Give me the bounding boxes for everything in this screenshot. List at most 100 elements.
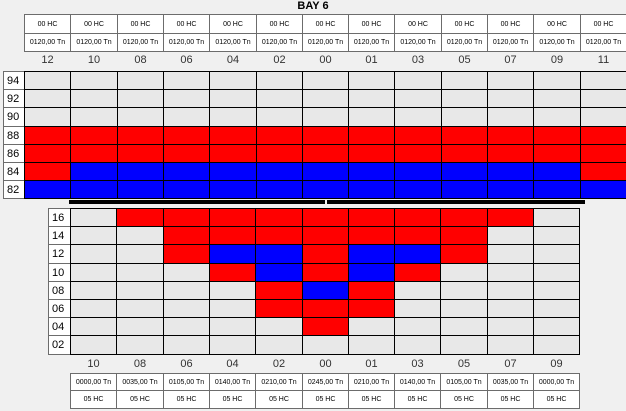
hold-hc-label: 05 HC: [116, 390, 164, 409]
deck-hc-label: 00 HC: [117, 14, 164, 34]
hold-slot: [533, 244, 580, 264]
deck-slot: [256, 89, 303, 108]
deck-slot: [441, 162, 488, 181]
deck-slot: [394, 180, 442, 199]
hold-slot: [255, 263, 303, 282]
deck-slot: [256, 126, 303, 145]
deck-slot: [348, 162, 395, 181]
hold-column-number: 08: [133, 358, 147, 370]
deck-slot: [441, 126, 488, 145]
deck-slot: [348, 71, 395, 90]
hold-slot: [209, 263, 256, 282]
deck-hc-label: 00 HC: [70, 14, 118, 34]
deck-slot: [348, 180, 395, 199]
hold-slot: [255, 208, 303, 227]
deck-tn-label: 0120,00 Tn: [394, 33, 442, 52]
deck-tn-label: 0120,00 Tn: [533, 33, 581, 52]
hold-slot: [70, 335, 117, 355]
deck-slot: [117, 144, 164, 163]
hold-slot: [70, 317, 117, 336]
hold-slot: [163, 317, 210, 336]
deck-slot: [209, 71, 257, 90]
deck-slot: [209, 180, 257, 199]
deck-hc-label: 00 HC: [256, 14, 303, 34]
hold-slot: [255, 281, 303, 300]
hold-slot: [302, 244, 349, 264]
hold-hc-label: 05 HC: [302, 390, 349, 409]
deck-slot: [394, 89, 442, 108]
deck-slot: [580, 107, 626, 127]
hold-slot: [302, 335, 349, 355]
deck-column-number: 02: [273, 54, 286, 66]
hold-column-number: 05: [457, 358, 471, 370]
deck-slot: [580, 71, 626, 90]
deck-slot: [24, 107, 71, 127]
hold-tn-label: 0000,00 Tn: [70, 373, 117, 391]
deck-slot: [117, 71, 164, 90]
deck-slot: [487, 144, 534, 163]
hold-slot: [255, 244, 303, 264]
deck-tn-label: 0120,00 Tn: [24, 33, 71, 52]
hold-slot: [302, 208, 349, 227]
deck-slot: [209, 144, 257, 163]
deck-slot: [348, 107, 395, 127]
hold-row-label: 10: [48, 263, 71, 282]
hold-slot: [394, 335, 441, 355]
hold-tn-label: 0245,00 Tn: [302, 373, 349, 391]
deck-slot: [163, 107, 210, 127]
deck-column-number: 03: [411, 54, 425, 66]
deck-tn-label: 0120,00 Tn: [70, 33, 118, 52]
deck-slot: [348, 144, 395, 163]
deck-slot: [441, 89, 488, 108]
deck-tn-label: 0120,00 Tn: [117, 33, 164, 52]
deck-slot: [24, 71, 71, 90]
deck-slot: [533, 126, 581, 145]
hold-slot: [440, 244, 488, 264]
hold-slot: [116, 335, 164, 355]
deck-slot: [209, 162, 257, 181]
deck-slot: [394, 107, 442, 127]
hold-slot: [487, 335, 534, 355]
deck-slot: [302, 162, 349, 181]
deck-hc-label: 00 HC: [441, 14, 488, 34]
deck-row-label: 92: [3, 89, 25, 108]
hold-slot: [394, 317, 441, 336]
hold-tn-label: 0140,00 Tn: [394, 373, 441, 391]
deck-row-label: 84: [3, 162, 25, 181]
deck-slot: [533, 162, 581, 181]
deck-slot: [348, 89, 395, 108]
deck-hc-label: 00 HC: [209, 14, 257, 34]
deck-hc-label: 00 HC: [24, 14, 71, 34]
deck-slot: [117, 162, 164, 181]
deck-slot: [256, 144, 303, 163]
hold-tn-label: 0035,00 Tn: [116, 373, 164, 391]
deck-column-number: 04: [226, 54, 240, 66]
deck-slot: [70, 71, 118, 90]
hold-slot: [255, 317, 303, 336]
deck-column-number: 01: [365, 54, 378, 66]
deck-slot: [70, 89, 118, 108]
deck-slot: [441, 144, 488, 163]
hold-slot: [348, 317, 395, 336]
hold-tn-label: 0140,00 Tn: [209, 373, 256, 391]
hold-hc-label: 05 HC: [533, 390, 580, 409]
hold-slot: [348, 263, 395, 282]
deck-slot: [487, 107, 534, 127]
deck-slot: [163, 89, 210, 108]
deck-column-number: 00: [319, 54, 332, 66]
hold-slot: [70, 281, 117, 300]
deck-slot: [209, 89, 257, 108]
deck-slot: [302, 144, 349, 163]
hold-tn-label: 0105,00 Tn: [163, 373, 210, 391]
deck-column-number: 11: [597, 54, 610, 66]
deck-tn-label: 0120,00 Tn: [348, 33, 395, 52]
hold-slot: [70, 244, 117, 264]
deck-slot: [487, 180, 534, 199]
deck-column-number: 07: [504, 54, 517, 66]
deck-slot: [441, 180, 488, 199]
deck-slot: [302, 71, 349, 90]
hold-slot: [487, 299, 534, 318]
hold-slot: [163, 299, 210, 318]
deck-slot: [533, 107, 581, 127]
